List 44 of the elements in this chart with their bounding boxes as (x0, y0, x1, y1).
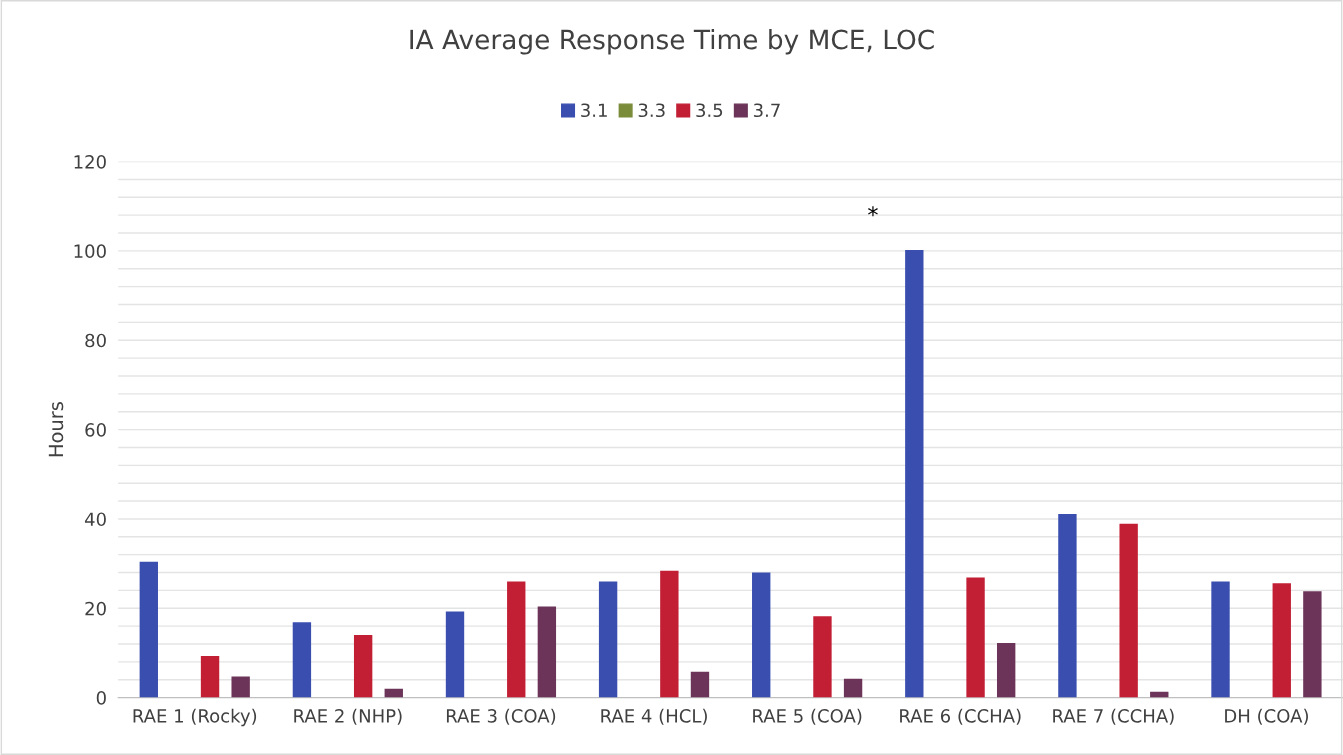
bar (752, 572, 771, 698)
legend-label: 3.7 (753, 103, 780, 118)
x-tick-label: DH (COA) (1225, 708, 1308, 725)
bar (690, 671, 710, 698)
bar (353, 635, 373, 698)
bar (1303, 591, 1322, 698)
y-tick-label: 120 (74, 155, 106, 169)
bar (1272, 583, 1291, 698)
bar (1058, 514, 1077, 698)
x-tick-label: RAE 7 (CCHA) (1053, 708, 1174, 725)
bar (537, 606, 557, 698)
x-tick-label: RAE 2 (NHP) (294, 708, 402, 725)
bar (231, 676, 250, 698)
x-tick-label: RAE 1 (Rocky) (133, 708, 257, 727)
y-axis-title: Hours (48, 402, 64, 457)
bar (813, 616, 832, 698)
bar (507, 581, 526, 698)
legend-label: 3.5 (696, 103, 723, 118)
bar (598, 581, 618, 698)
y-tick-label: 100 (74, 244, 106, 259)
chart-title: IA Average Response Time by MCE, LOC (410, 29, 934, 55)
y-tick-label: 40 (84, 512, 106, 527)
bar (843, 678, 863, 698)
x-tick-label: RAE 3 (COA) (446, 708, 556, 725)
x-tick-label: RAE 5 (COA) (753, 708, 862, 725)
legend-label: 3.1 (581, 103, 607, 118)
x-tick-label: RAE 4 (HCL) (601, 708, 707, 725)
bar (200, 656, 220, 698)
y-tick-label: 80 (85, 333, 106, 348)
bar (905, 250, 924, 698)
bar (139, 561, 158, 698)
bar (292, 622, 312, 698)
y-tick-label: 60 (85, 423, 106, 437)
bar (1211, 581, 1230, 698)
bar (660, 570, 679, 698)
annotation: * (868, 206, 878, 217)
x-tick-label: RAE 6 (CCHA) (900, 708, 1021, 725)
bar (1119, 523, 1138, 698)
bar (966, 577, 985, 698)
y-tick-label: 20 (85, 601, 106, 616)
legend-label: 3.3 (638, 103, 665, 118)
bar (445, 611, 465, 698)
bar (996, 643, 1016, 698)
y-tick-label: 0 (96, 691, 106, 705)
